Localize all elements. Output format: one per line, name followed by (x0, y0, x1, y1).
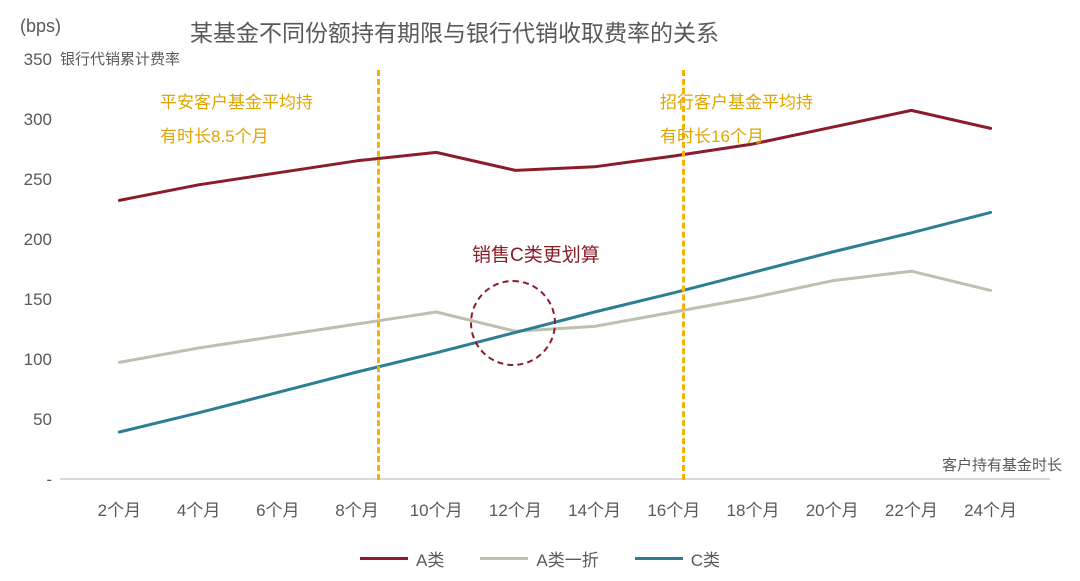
legend-item: A类 (360, 546, 444, 571)
x-tick-label: 12个月 (489, 496, 542, 521)
x-axis-title: 客户持有基金时长 (942, 454, 1062, 475)
x-tick-label: 22个月 (885, 496, 938, 521)
legend-swatch (360, 557, 408, 560)
legend-item: C类 (635, 546, 720, 571)
y-tick-label: 250 (12, 170, 52, 190)
center-callout-label: 销售C类更划算 (472, 240, 600, 267)
reference-vline (377, 70, 380, 480)
x-tick-label: 20个月 (806, 496, 859, 521)
x-tick-label: 8个月 (335, 496, 378, 521)
chart-title: 某基金不同份额持有期限与银行代销收取费率的关系 (190, 14, 719, 48)
legend: A类 A类一折 C类 (0, 545, 1080, 571)
x-tick-label: 2个月 (98, 496, 141, 521)
x-axis-baseline (60, 478, 1050, 480)
y-tick-label: 200 (12, 230, 52, 250)
y-tick-label: - (12, 470, 52, 490)
y-tick-label: 300 (12, 110, 52, 130)
x-tick-label: 10个月 (410, 496, 463, 521)
x-tick-label: 18个月 (727, 496, 780, 521)
y-tick-label: 100 (12, 350, 52, 370)
y-tick-label: 350 (12, 50, 52, 70)
legend-label: A类一折 (536, 546, 598, 571)
legend-swatch (480, 557, 528, 560)
annotation-label: 平安客户基金平均持有时长8.5个月 (160, 86, 313, 154)
legend-swatch (635, 557, 683, 560)
x-tick-label: 24个月 (964, 496, 1017, 521)
legend-label: C类 (691, 546, 720, 571)
y-tick-label: 150 (12, 290, 52, 310)
legend-label: A类 (416, 546, 444, 571)
y-tick-label: 50 (12, 410, 52, 430)
y-axis-unit-label: (bps) (20, 16, 61, 37)
annotation-label: 招行客户基金平均持有时长16个月 (660, 86, 813, 154)
x-tick-label: 4个月 (177, 496, 220, 521)
legend-item: A类一折 (480, 546, 598, 571)
x-tick-label: 16个月 (647, 496, 700, 521)
x-tick-label: 6个月 (256, 496, 299, 521)
x-tick-label: 14个月 (568, 496, 621, 521)
highlight-circle (470, 280, 556, 366)
